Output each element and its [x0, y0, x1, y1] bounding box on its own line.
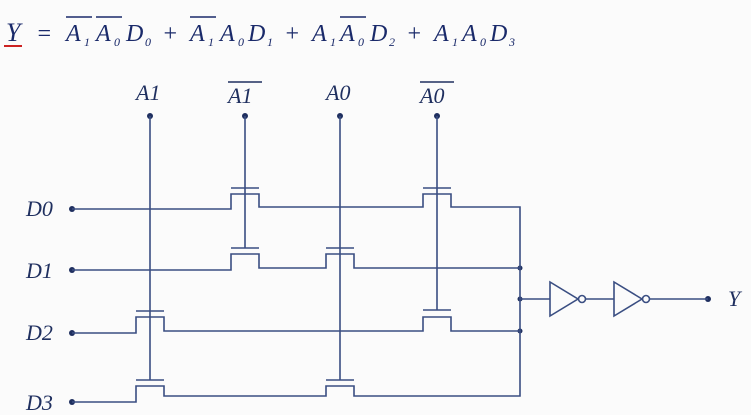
row-d3-path	[72, 299, 521, 403]
row-d0-path	[72, 193, 521, 299]
term-2-a1-sub: 1	[330, 35, 336, 49]
term-3-a0: A	[460, 21, 477, 47]
row-label-d0: D0	[25, 196, 53, 221]
col-label-a1: A1	[134, 80, 160, 105]
formula-plus-1: +	[284, 21, 300, 47]
term-3-d: D	[489, 21, 507, 47]
formula-term-3: A 1 A 0 D 3	[432, 21, 515, 49]
formula-term-0: A 1 A 0 D 0	[64, 16, 151, 49]
inverter-2	[613, 280, 644, 318]
term-3-a1: A	[432, 21, 449, 47]
row-label-d3: D3	[25, 390, 53, 415]
formula-lhs: Y	[6, 18, 23, 47]
row-label-d1: D1	[25, 258, 53, 283]
term-1-a0-sub: 0	[238, 35, 244, 49]
col-label-a0: A0	[324, 80, 350, 105]
inverter-1	[549, 280, 580, 318]
term-0-a1: A	[64, 21, 81, 47]
term-1-a1: A	[188, 21, 205, 47]
row-d2-path	[72, 316, 520, 334]
term-0-a1-sub: 1	[84, 35, 90, 49]
row-labels: D0 D1 D2 D3 Y	[25, 196, 743, 415]
formula-term-1: A 1 A 0 D 1	[188, 16, 273, 49]
col-label-a0-bar: A0	[418, 83, 444, 108]
row-d1-path	[72, 253, 520, 271]
term-3-a0-sub: 0	[480, 35, 486, 49]
formula-term-2: A 1 A 0 D 2	[310, 16, 395, 49]
term-2-a0: A	[338, 21, 355, 47]
inverter-2-bubble	[641, 294, 651, 304]
term-1-d-sub: 1	[267, 35, 273, 49]
formula-equals: =	[36, 21, 52, 47]
output-buffer	[520, 280, 708, 318]
term-2-d: D	[369, 21, 387, 47]
term-3-d-sub: 3	[508, 35, 515, 49]
formula-plus-0: +	[162, 21, 178, 47]
terminals	[69, 113, 711, 405]
term-1-d: D	[247, 21, 265, 47]
formula-plus-2: +	[406, 21, 422, 47]
term-1-a1-sub: 1	[208, 35, 214, 49]
term-0-d-sub: 0	[145, 35, 151, 49]
transistors	[72, 187, 521, 403]
inverter-1-bubble	[577, 294, 587, 304]
term-0-d: D	[125, 21, 143, 47]
row-label-d2: D2	[25, 320, 53, 345]
term-0-a0-sub: 0	[114, 35, 120, 49]
term-0-a0: A	[94, 21, 111, 47]
formula: Y = A 1 A 0 D 0 + A 1 A 0 D 1 + A 1	[4, 16, 515, 49]
gate-lines	[149, 116, 438, 380]
term-2-d-sub: 2	[389, 35, 395, 49]
term-1-a0: A	[218, 21, 235, 47]
term-2-a1: A	[310, 21, 327, 47]
col-label-a1-bar: A1	[226, 83, 252, 108]
term-2-a0-sub: 0	[358, 35, 364, 49]
term-3-a1-sub: 1	[452, 35, 458, 49]
output-label-y: Y	[728, 286, 743, 311]
column-labels: A1 A1 A0 A0	[134, 80, 454, 108]
